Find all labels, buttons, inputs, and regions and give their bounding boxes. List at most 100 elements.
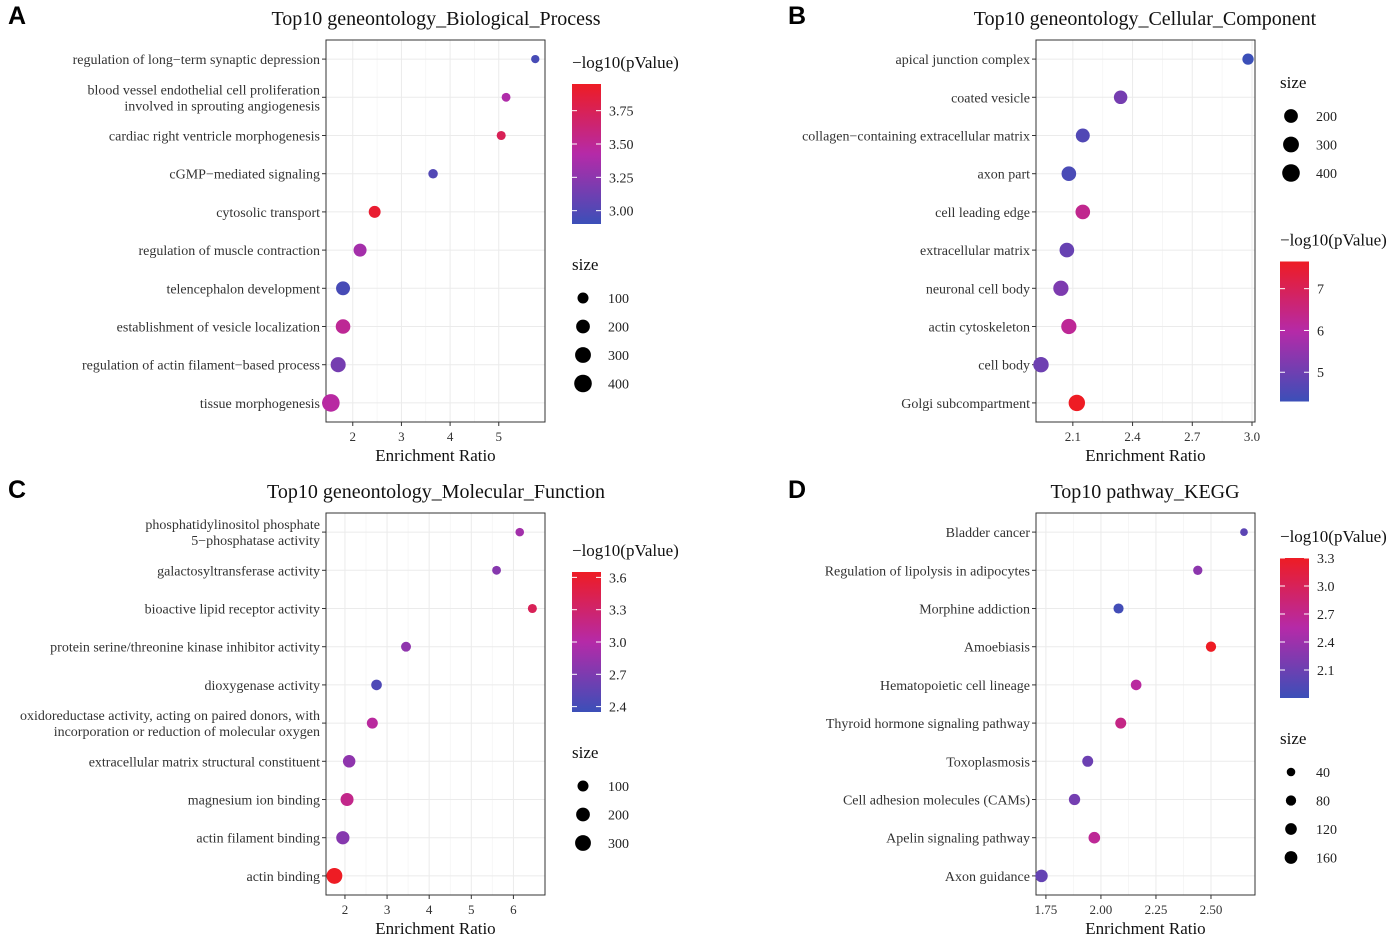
colorbar-label: 3.75 bbox=[609, 105, 634, 120]
data-point[interactable] bbox=[1059, 242, 1075, 258]
data-point[interactable] bbox=[1242, 53, 1254, 65]
gridlines bbox=[1036, 513, 1255, 895]
colorbar-label: 2.4 bbox=[609, 701, 627, 716]
chart-title: Top10 geneontology_Biological_Process bbox=[271, 8, 600, 30]
size-legend-label: 200 bbox=[608, 809, 629, 824]
data-point[interactable] bbox=[501, 92, 511, 102]
data-point[interactable] bbox=[1193, 565, 1203, 575]
data-point[interactable] bbox=[1033, 356, 1049, 373]
category-label-line: cell leading edge bbox=[935, 206, 1030, 221]
color-legend-title: −log10(pValue) bbox=[572, 541, 679, 560]
data-point[interactable] bbox=[1088, 831, 1101, 844]
data-point[interactable] bbox=[1082, 755, 1094, 767]
data-point[interactable] bbox=[401, 641, 411, 652]
data-point[interactable] bbox=[326, 867, 343, 884]
size-legend-dot bbox=[1285, 823, 1297, 835]
data-point[interactable] bbox=[336, 831, 350, 845]
data-point[interactable] bbox=[1115, 717, 1127, 729]
category-label-line: dioxygenase activity bbox=[205, 679, 320, 694]
size-legend-label: 300 bbox=[1316, 139, 1337, 154]
x-axis-title: Enrichment Ratio bbox=[375, 446, 495, 465]
data-point[interactable] bbox=[1113, 603, 1124, 614]
data-point[interactable] bbox=[1113, 90, 1128, 105]
data-point[interactable] bbox=[1130, 679, 1142, 691]
x-axis-title: Enrichment Ratio bbox=[1085, 446, 1205, 465]
data-point[interactable] bbox=[1075, 128, 1090, 143]
category-label: extracellular matrix bbox=[920, 244, 1030, 259]
color-legend: −log10(pValue) 2.1 2.4 2.7 3.0 3.3 bbox=[1280, 527, 1387, 698]
category-label: Apelin signaling pathway bbox=[886, 832, 1030, 847]
category-label: tissue morphogenesis bbox=[200, 397, 320, 412]
colorbar-label: 3.6 bbox=[609, 571, 627, 586]
data-point[interactable] bbox=[496, 130, 506, 141]
panel-d: D Top10 pathway_KEGG Bladder cancer Regulat… bbox=[788, 476, 1387, 938]
category-label-line: blood vessel endothelial cell proliferat… bbox=[88, 83, 320, 98]
size-legend: size 100 200 300 400 bbox=[572, 255, 629, 393]
category-label: cytosolic transport bbox=[216, 206, 320, 221]
size-legend-dot bbox=[1285, 795, 1297, 806]
category-label-line: regulation of long−term synaptic depress… bbox=[73, 53, 320, 68]
size-legend-label: 100 bbox=[608, 780, 629, 795]
data-point[interactable] bbox=[492, 565, 501, 575]
size-legend-title: size bbox=[572, 255, 598, 274]
data-point[interactable] bbox=[1061, 166, 1077, 182]
data-point[interactable] bbox=[1061, 318, 1077, 335]
size-legend-dot bbox=[1283, 136, 1299, 153]
x-tick-label: 2 bbox=[350, 429, 357, 444]
category-label: Morphine addiction bbox=[919, 603, 1030, 618]
size-legend-dot bbox=[1284, 851, 1298, 864]
data-point[interactable] bbox=[366, 717, 378, 729]
data-point[interactable] bbox=[1035, 869, 1048, 883]
category-label-line: regulation of actin filament−based proce… bbox=[82, 359, 320, 374]
data-point[interactable] bbox=[330, 357, 346, 373]
data-point[interactable] bbox=[340, 792, 354, 807]
category-label-line: Hematopoietic cell lineage bbox=[880, 679, 1030, 694]
data-point[interactable] bbox=[322, 394, 340, 412]
data-point[interactable] bbox=[1240, 528, 1248, 536]
category-label-line: Regulation of lipolysis in adipocytes bbox=[825, 564, 1030, 579]
category-label: telencephalon development bbox=[166, 282, 320, 297]
data-point[interactable] bbox=[353, 243, 367, 257]
data-point[interactable] bbox=[531, 54, 540, 64]
data-point[interactable] bbox=[1068, 394, 1086, 412]
category-label: cardiac right ventricle morphogenesis bbox=[109, 130, 320, 145]
category-label-line: tissue morphogenesis bbox=[200, 397, 320, 412]
category-label: cell body bbox=[978, 359, 1030, 374]
data-point[interactable] bbox=[1068, 793, 1081, 806]
x-axis-title: Enrichment Ratio bbox=[1085, 919, 1205, 938]
data-point[interactable] bbox=[515, 527, 525, 537]
category-label-line: actin filament binding bbox=[196, 832, 320, 847]
category-label: Bladder cancer bbox=[946, 526, 1031, 541]
x-tick-label: 2.1 bbox=[1065, 429, 1081, 444]
category-label: collagen−containing extracellular matrix bbox=[802, 130, 1030, 145]
data-point[interactable] bbox=[336, 281, 351, 296]
data-point[interactable] bbox=[1075, 204, 1091, 220]
x-tick-label: 4 bbox=[426, 902, 433, 917]
data-point[interactable] bbox=[371, 679, 382, 691]
plot-frame bbox=[325, 39, 546, 423]
category-label-line: Morphine addiction bbox=[919, 603, 1030, 618]
size-legend: size 100 200 300 bbox=[572, 743, 629, 852]
plot-frame bbox=[1035, 512, 1256, 896]
color-legend: −log10(pValue) 3.00 3.25 3.50 3.75 bbox=[572, 53, 679, 224]
data-point[interactable] bbox=[335, 319, 351, 334]
category-label: apical junction complex bbox=[895, 53, 1030, 68]
points bbox=[1035, 528, 1248, 883]
data-point[interactable] bbox=[527, 603, 537, 614]
category-label-line: Amoebiasis bbox=[964, 641, 1030, 656]
category-label-line: Golgi subcompartment bbox=[901, 397, 1030, 412]
category-label-line: Cell adhesion molecules (CAMs) bbox=[843, 794, 1030, 809]
data-point[interactable] bbox=[428, 168, 438, 179]
category-label: coated vesicle bbox=[951, 91, 1030, 106]
category-label-line: telencephalon development bbox=[166, 282, 320, 297]
data-point[interactable] bbox=[368, 205, 381, 218]
panel-a: A Top10 geneontology_Biological_Processre… bbox=[8, 2, 679, 465]
data-point[interactable] bbox=[1205, 641, 1217, 652]
data-point[interactable] bbox=[1053, 280, 1069, 296]
category-label: Thyroid hormone signaling pathway bbox=[826, 717, 1030, 732]
colorbar-label: 3.3 bbox=[1317, 552, 1335, 567]
x-tick-label: 3 bbox=[384, 902, 391, 917]
category-label: galactosyltransferase activity bbox=[157, 564, 320, 579]
data-point[interactable] bbox=[342, 755, 356, 768]
category-label: actin filament binding bbox=[196, 832, 320, 847]
